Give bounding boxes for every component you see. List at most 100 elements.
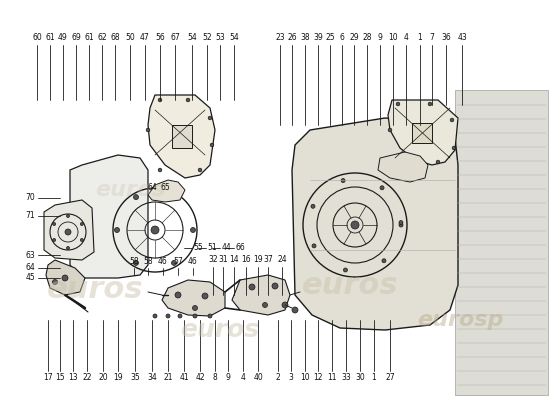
Circle shape bbox=[249, 284, 255, 290]
Text: 40: 40 bbox=[253, 374, 263, 382]
Text: 69: 69 bbox=[71, 34, 81, 42]
Text: 22: 22 bbox=[82, 374, 92, 382]
Text: 29: 29 bbox=[349, 34, 359, 42]
Circle shape bbox=[134, 260, 139, 266]
Polygon shape bbox=[44, 200, 94, 260]
Circle shape bbox=[158, 168, 162, 172]
Circle shape bbox=[186, 98, 190, 102]
Circle shape bbox=[380, 186, 384, 190]
Circle shape bbox=[343, 268, 348, 272]
Polygon shape bbox=[172, 125, 192, 148]
Circle shape bbox=[52, 280, 58, 284]
Circle shape bbox=[312, 244, 316, 248]
Text: 10: 10 bbox=[388, 34, 398, 42]
Text: 21: 21 bbox=[163, 374, 173, 382]
Text: 54: 54 bbox=[229, 34, 239, 42]
Text: 70: 70 bbox=[25, 194, 35, 202]
Circle shape bbox=[311, 204, 315, 208]
Text: euros: euros bbox=[302, 270, 398, 300]
Polygon shape bbox=[292, 118, 458, 330]
Circle shape bbox=[134, 194, 139, 200]
Circle shape bbox=[450, 118, 454, 122]
Text: 37: 37 bbox=[263, 256, 273, 264]
Polygon shape bbox=[388, 100, 458, 165]
Text: 23: 23 bbox=[275, 34, 285, 42]
Circle shape bbox=[262, 302, 267, 308]
Circle shape bbox=[114, 228, 119, 232]
Text: 31: 31 bbox=[218, 256, 228, 264]
Circle shape bbox=[210, 143, 214, 147]
Text: 39: 39 bbox=[313, 34, 323, 42]
Text: 63: 63 bbox=[25, 250, 35, 260]
Text: 45: 45 bbox=[25, 274, 35, 282]
Text: 46: 46 bbox=[158, 258, 168, 266]
Circle shape bbox=[272, 283, 278, 289]
Text: 4: 4 bbox=[240, 374, 245, 382]
Text: 26: 26 bbox=[287, 34, 297, 42]
Text: 54: 54 bbox=[187, 34, 197, 42]
Text: 20: 20 bbox=[98, 374, 108, 382]
Circle shape bbox=[178, 314, 182, 318]
Text: 34: 34 bbox=[147, 374, 157, 382]
Text: 1: 1 bbox=[372, 374, 376, 382]
Circle shape bbox=[192, 306, 197, 310]
Text: 13: 13 bbox=[68, 374, 78, 382]
Circle shape bbox=[53, 222, 56, 226]
Circle shape bbox=[80, 238, 84, 242]
Text: 64: 64 bbox=[147, 184, 157, 192]
Text: 61: 61 bbox=[84, 34, 94, 42]
Text: 68: 68 bbox=[110, 34, 120, 42]
Text: 58: 58 bbox=[129, 258, 139, 266]
Text: euros: euros bbox=[95, 180, 165, 200]
Text: 64: 64 bbox=[25, 264, 35, 272]
Circle shape bbox=[67, 214, 69, 218]
Circle shape bbox=[151, 226, 159, 234]
Text: 50: 50 bbox=[125, 34, 135, 42]
Circle shape bbox=[452, 146, 456, 150]
Text: 19: 19 bbox=[253, 256, 263, 264]
Text: 44: 44 bbox=[221, 244, 231, 252]
Text: eurosp: eurosp bbox=[417, 310, 503, 330]
Polygon shape bbox=[162, 280, 225, 316]
Text: 49: 49 bbox=[58, 34, 68, 42]
Text: 16: 16 bbox=[241, 256, 251, 264]
Text: 9: 9 bbox=[377, 34, 382, 42]
Circle shape bbox=[388, 128, 392, 132]
Text: 65: 65 bbox=[160, 184, 170, 192]
Text: euros: euros bbox=[180, 318, 260, 342]
Circle shape bbox=[62, 275, 68, 281]
Circle shape bbox=[382, 259, 386, 263]
Circle shape bbox=[153, 314, 157, 318]
Text: 11: 11 bbox=[327, 374, 337, 382]
Text: 3: 3 bbox=[289, 374, 294, 382]
Circle shape bbox=[65, 229, 71, 235]
Polygon shape bbox=[455, 90, 548, 395]
Text: 2: 2 bbox=[276, 374, 280, 382]
Text: 15: 15 bbox=[55, 374, 65, 382]
Circle shape bbox=[399, 223, 403, 227]
Text: 67: 67 bbox=[170, 34, 180, 42]
Text: 35: 35 bbox=[130, 374, 140, 382]
Polygon shape bbox=[46, 260, 85, 295]
Circle shape bbox=[146, 128, 150, 132]
Text: 42: 42 bbox=[195, 374, 205, 382]
Text: 28: 28 bbox=[362, 34, 372, 42]
Circle shape bbox=[208, 314, 212, 318]
Text: 71: 71 bbox=[25, 212, 35, 220]
Circle shape bbox=[436, 160, 440, 164]
Text: 66: 66 bbox=[235, 244, 245, 252]
Text: 62: 62 bbox=[97, 34, 107, 42]
Text: euros: euros bbox=[47, 276, 143, 304]
Circle shape bbox=[341, 178, 345, 182]
Polygon shape bbox=[232, 275, 290, 315]
Circle shape bbox=[190, 228, 195, 232]
Circle shape bbox=[396, 102, 400, 106]
Circle shape bbox=[80, 222, 84, 226]
Text: 30: 30 bbox=[355, 374, 365, 382]
Polygon shape bbox=[412, 123, 432, 143]
Text: 9: 9 bbox=[226, 374, 230, 382]
Polygon shape bbox=[148, 95, 215, 178]
Text: 14: 14 bbox=[229, 256, 239, 264]
Text: 8: 8 bbox=[213, 374, 217, 382]
Text: 7: 7 bbox=[430, 34, 434, 42]
